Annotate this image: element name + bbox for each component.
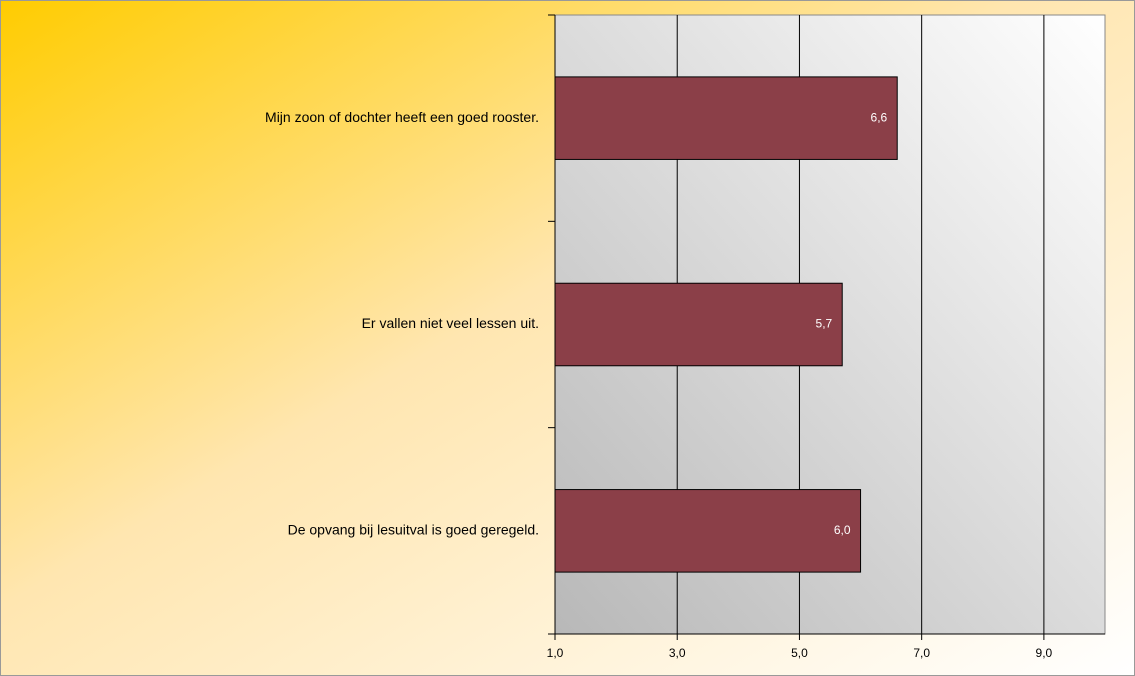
category-label: Mijn zoon of dochter heeft een goed roos… (265, 109, 539, 125)
value-label: 5,7 (816, 317, 833, 331)
x-tick-label: 5,0 (791, 646, 808, 660)
value-label: 6,0 (834, 523, 851, 537)
bar (554, 76, 898, 160)
category-label: De opvang bij lesuitval is goed geregeld… (288, 522, 539, 538)
x-tick-label: 1,0 (547, 646, 564, 660)
x-tick-label: 9,0 (1036, 646, 1053, 660)
x-tick-label: 7,0 (913, 646, 930, 660)
value-label: 6,6 (871, 110, 888, 124)
category-label: Er vallen niet veel lessen uit. (362, 315, 539, 331)
x-tick-label: 3,0 (669, 646, 686, 660)
bar (554, 282, 843, 367)
bar (554, 489, 862, 573)
